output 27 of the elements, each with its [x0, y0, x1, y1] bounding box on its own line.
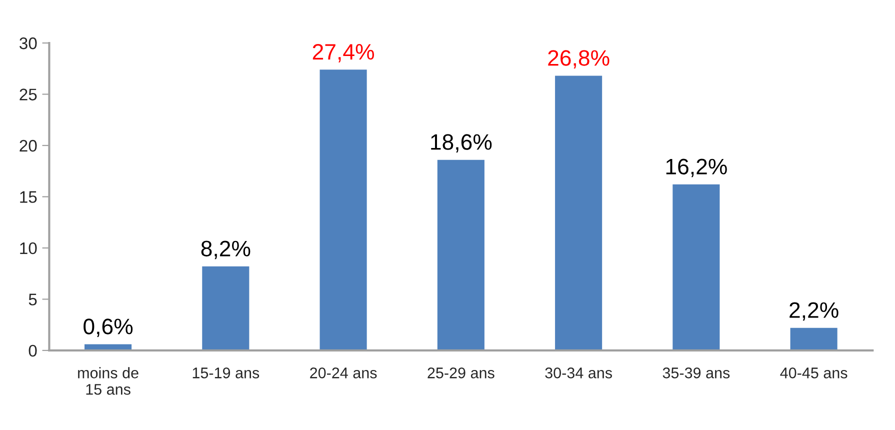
y-tick-label: 20	[20, 140, 37, 152]
data-label: 18,6%	[431, 134, 492, 153]
y-tick-label: 0	[28, 344, 37, 357]
x-tick-label: 30-34 ans	[545, 368, 612, 378]
bar	[555, 76, 602, 350]
bar	[672, 184, 720, 350]
data-label: 2,2%	[790, 302, 838, 321]
bar	[202, 266, 250, 350]
data-label: 0,6%	[84, 318, 133, 337]
x-tick-label: 15-19 ans	[192, 368, 260, 378]
y-tick-label: 30	[20, 37, 37, 50]
x-tick-label: 20-24 ans	[310, 368, 377, 378]
y-tick-label: 5	[28, 294, 37, 306]
x-tick-label: moins de 15 ans	[78, 367, 138, 395]
annotation: 27,4%	[312, 44, 374, 62]
bar	[320, 70, 367, 350]
x-tick-label: 40-45 ans	[780, 368, 848, 378]
y-tick-label: 15	[20, 191, 37, 203]
x-tick-label: 35-39 ans	[662, 368, 730, 378]
data-label: 8,2%	[201, 240, 250, 260]
x-tick-label: 25-29 ans	[428, 368, 494, 378]
y-tick-label: 10	[20, 242, 37, 254]
y-tick-label: 25	[20, 88, 37, 100]
bar	[790, 328, 838, 350]
annotation: 26,8%	[548, 50, 610, 68]
bar	[437, 160, 484, 350]
data-label: 16,2%	[666, 158, 727, 178]
